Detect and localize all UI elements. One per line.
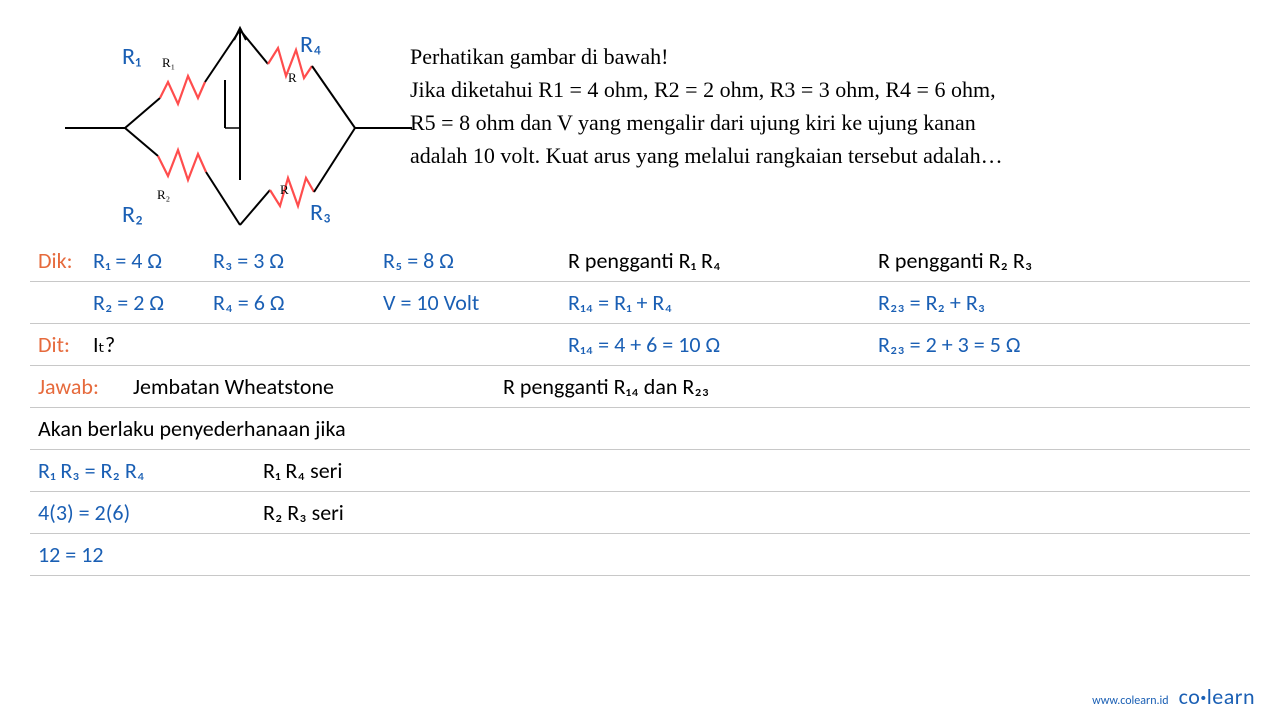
table-cell: Akan berlaku penyederhanaan jika xyxy=(30,411,630,446)
table-row: Akan berlaku penyederhanaan jika xyxy=(30,408,1250,450)
label-R1: R₁ xyxy=(122,42,141,71)
table-row: Dit:Iₜ?R₁₄ = 4 + 6 = 10 ΩR₂₃ = 2 + 3 = 5… xyxy=(30,324,1250,366)
table-cell: R₁₄ = 4 + 6 = 10 Ω xyxy=(560,327,870,362)
table-row: Dik:R₁ = 4 ΩR₃ = 3 ΩR₅ = 8 ΩR pengganti … xyxy=(30,240,1250,282)
table-cell: R₁ = 4 Ω xyxy=(85,243,205,278)
table-row: R₁ R₃ = R₂ R₄R₁ R₄ seri xyxy=(30,450,1250,492)
table-cell: Dit: xyxy=(30,327,85,362)
table-cell: V = 10 Volt xyxy=(375,285,560,320)
table-cell: R pengganti R₁₄ dan R₂₃ xyxy=(495,369,895,404)
problem-line-2: Jika diketahui R1 = 4 ohm, R2 = 2 ohm, R… xyxy=(410,73,1250,106)
footer-url: www.colearn.id xyxy=(1092,694,1168,708)
table-cell: R pengganti R₂ R₃ xyxy=(870,243,1150,278)
table-cell xyxy=(30,299,85,307)
table-cell: R₁ R₄ seri xyxy=(255,453,555,488)
table-cell: R₂₃ = R₂ + R₃ xyxy=(870,285,1150,320)
table-cell: R₂ = 2 Ω xyxy=(85,285,205,320)
label-R3: R₃ xyxy=(310,198,331,227)
label-R2-small: R₂ xyxy=(157,187,170,203)
problem-line-1: Perhatikan gambar di bawah! xyxy=(410,40,1250,73)
label-R2: R₂ xyxy=(122,200,143,229)
label-R3-small: R xyxy=(280,182,289,198)
label-R4: R₄ xyxy=(300,30,322,59)
table-row: 4(3) = 2(6)R₂ R₃ seri xyxy=(30,492,1250,534)
table-cell: R₁ R₃ = R₂ R₄ xyxy=(30,453,255,488)
table-cell: Jembatan Wheatstone xyxy=(125,369,495,404)
table-cell: Iₜ? xyxy=(85,327,560,362)
table-cell: 12 = 12 xyxy=(30,537,255,572)
table-cell: R₂₃ = 2 + 3 = 5 Ω xyxy=(870,327,1150,362)
table-cell: R₄ = 6 Ω xyxy=(205,285,375,320)
table-row: 12 = 12 xyxy=(30,534,1250,576)
footer: www.colearn.id co·learn xyxy=(1092,683,1255,710)
circuit-diagram: R₁ R₄ R₂ R₃ R₁ R R₂ R xyxy=(50,20,390,230)
logo-pre: co xyxy=(1179,683,1201,710)
table-cell: R₁₄ = R₁ + R₄ xyxy=(560,285,870,320)
table-cell: R₅ = 8 Ω xyxy=(375,243,560,278)
top-section: R₁ R₄ R₂ R₃ R₁ R R₂ R Perhatikan gambar … xyxy=(0,0,1280,240)
table-cell: R₂ R₃ seri xyxy=(255,495,555,530)
logo-post: learn xyxy=(1207,683,1255,710)
table-row: Jawab:Jembatan WheatstoneR pengganti R₁₄… xyxy=(30,366,1250,408)
table-cell: 4(3) = 2(6) xyxy=(30,495,255,530)
table-cell: R₃ = 3 Ω xyxy=(205,243,375,278)
footer-logo: co·learn xyxy=(1179,683,1255,710)
table-cell: Jawab: xyxy=(30,369,125,404)
label-R4-small: R xyxy=(288,70,297,86)
table-cell: R pengganti R₁ R₄ xyxy=(560,243,870,278)
wheatstone-bridge-svg xyxy=(50,20,420,240)
problem-line-3: R5 = 8 ohm dan V yang mengalir dari ujun… xyxy=(410,106,1250,139)
solution-table: Dik:R₁ = 4 ΩR₃ = 3 ΩR₅ = 8 ΩR pengganti … xyxy=(0,240,1280,576)
label-R1-small: R₁ xyxy=(162,55,175,71)
table-row: R₂ = 2 ΩR₄ = 6 ΩV = 10 VoltR₁₄ = R₁ + R₄… xyxy=(30,282,1250,324)
problem-statement: Perhatikan gambar di bawah! Jika diketah… xyxy=(390,20,1250,230)
table-cell: Dik: xyxy=(30,243,85,278)
problem-line-4: adalah 10 volt. Kuat arus yang melalui r… xyxy=(410,139,1250,172)
